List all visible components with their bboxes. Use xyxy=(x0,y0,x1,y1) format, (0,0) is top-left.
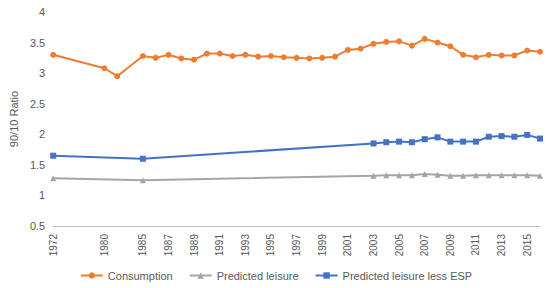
svg-text:Predicted leisure less ESP: Predicted leisure less ESP xyxy=(343,270,473,282)
svg-text:4: 4 xyxy=(39,6,45,18)
svg-text:0.5: 0.5 xyxy=(30,220,45,232)
svg-text:1993: 1993 xyxy=(240,234,251,257)
svg-text:2.5: 2.5 xyxy=(30,98,45,110)
svg-text:2009: 2009 xyxy=(445,234,456,257)
svg-text:1991: 1991 xyxy=(214,234,225,257)
svg-text:1987: 1987 xyxy=(163,234,174,257)
svg-text:1972: 1972 xyxy=(48,234,59,257)
svg-text:2: 2 xyxy=(39,128,45,140)
svg-text:1995: 1995 xyxy=(265,234,276,257)
svg-text:3.5: 3.5 xyxy=(30,37,45,49)
svg-text:1997: 1997 xyxy=(291,234,302,257)
svg-text:1999: 1999 xyxy=(317,234,328,257)
svg-text:Consumption: Consumption xyxy=(108,270,173,282)
svg-text:90/10 Ratio: 90/10 Ratio xyxy=(8,91,20,147)
svg-text:2015: 2015 xyxy=(522,234,533,257)
svg-text:2003: 2003 xyxy=(368,234,379,257)
svg-text:2005: 2005 xyxy=(394,234,405,257)
svg-text:1: 1 xyxy=(39,189,45,201)
svg-text:1.5: 1.5 xyxy=(30,159,45,171)
svg-text:2001: 2001 xyxy=(342,234,353,257)
svg-text:1980: 1980 xyxy=(99,234,110,257)
svg-text:2007: 2007 xyxy=(419,234,430,257)
svg-text:2013: 2013 xyxy=(496,234,507,257)
svg-text:2011: 2011 xyxy=(470,234,481,256)
svg-text:1985: 1985 xyxy=(137,234,148,257)
svg-text:3: 3 xyxy=(39,67,45,79)
svg-text:Predicted leisure: Predicted leisure xyxy=(217,270,299,282)
svg-text:1989: 1989 xyxy=(189,234,200,257)
